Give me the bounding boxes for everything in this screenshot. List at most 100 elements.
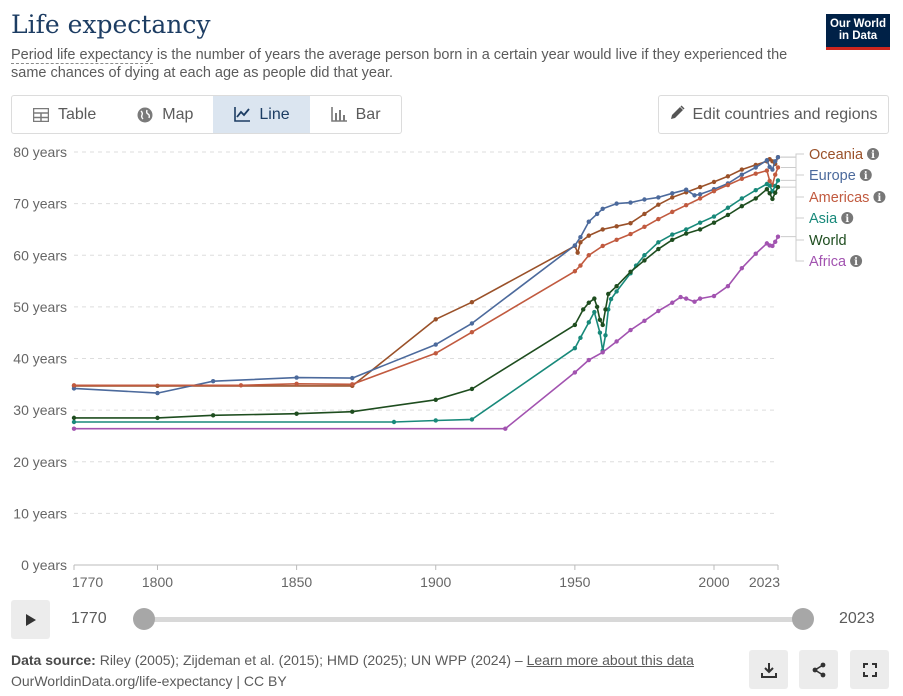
play-button[interactable]	[11, 600, 50, 639]
data-point-world	[600, 322, 605, 328]
data-point-europe	[767, 164, 772, 170]
source-label: Data source:	[11, 652, 96, 668]
timeline-start-handle[interactable]	[133, 608, 155, 630]
data-point-world	[753, 196, 758, 201]
series-line-world	[74, 186, 779, 419]
data-point-americas	[71, 383, 77, 388]
logo-line-1: Our World	[829, 18, 886, 30]
legend-label-oceania: Oceania	[809, 147, 864, 163]
legend-label-americas: Americas	[809, 190, 869, 206]
tab-bar[interactable]: Bar	[310, 96, 401, 133]
data-point-world	[433, 397, 438, 402]
x-tick-label: 1850	[281, 574, 312, 590]
data-point-americas	[586, 253, 591, 258]
legend-connector	[781, 179, 804, 219]
data-point-americas	[572, 269, 578, 274]
data-point-world	[697, 227, 703, 232]
data-point-oceania	[578, 240, 583, 245]
data-point-americas	[753, 171, 758, 176]
data-point-world	[210, 413, 216, 418]
data-point-americas	[670, 209, 675, 215]
data-point-asia	[775, 178, 781, 183]
data-point-asia	[711, 214, 717, 219]
data-point-world	[642, 258, 647, 263]
download-button[interactable]	[749, 650, 788, 689]
tab-line[interactable]: Line	[213, 96, 310, 133]
tab-map[interactable]: Map	[116, 96, 213, 133]
fullscreen-button[interactable]	[850, 650, 889, 689]
data-point-africa	[770, 243, 775, 249]
data-point-world	[683, 231, 689, 236]
data-point-world	[586, 300, 591, 305]
data-point-oceania	[656, 202, 661, 207]
y-tick-label: 10 years	[13, 505, 67, 521]
data-point-europe	[697, 192, 703, 197]
data-point-americas	[642, 224, 647, 230]
data-point-world	[469, 386, 475, 392]
info-icon-glyph: i	[878, 193, 882, 204]
table-icon	[32, 106, 50, 124]
globe-icon	[136, 106, 154, 124]
data-point-europe	[572, 243, 578, 248]
life-expectancy-chart: 0 years 10 years 20 years 30 years 40 years 5…	[13, 144, 886, 590]
data-point-americas	[614, 237, 619, 242]
data-point-world	[572, 322, 578, 328]
data-point-africa	[572, 370, 578, 375]
data-point-americas	[767, 178, 772, 184]
data-point-americas	[697, 196, 703, 201]
learn-more-link[interactable]: Learn more about this data	[526, 652, 694, 668]
data-point-americas	[711, 189, 717, 194]
data-point-asia	[683, 227, 689, 232]
data-point-world	[597, 317, 603, 322]
fullscreen-icon	[862, 662, 877, 677]
y-tick-label: 40 years	[13, 351, 67, 367]
info-icon-glyph: i	[871, 150, 875, 161]
y-tick-label: 50 years	[13, 299, 67, 315]
timeline-end-handle[interactable]	[792, 608, 814, 630]
period-life-expectancy-link[interactable]: Period life expectancy	[11, 47, 153, 64]
x-tick-label: 2023	[749, 574, 780, 590]
data-point-europe	[594, 211, 600, 217]
data-point-americas	[739, 176, 745, 182]
data-source: Data source: Riley (2005); Zijdeman et a…	[11, 652, 694, 668]
data-point-world	[770, 196, 775, 202]
data-point-europe	[656, 195, 661, 200]
data-point-world	[628, 269, 633, 274]
data-point-world	[350, 409, 355, 414]
timeline-track[interactable]	[145, 617, 803, 622]
data-point-europe	[155, 390, 160, 396]
data-point-americas	[656, 216, 661, 222]
data-point-americas	[775, 165, 781, 170]
tab-table[interactable]: Table	[12, 96, 116, 133]
share-button[interactable]	[799, 650, 838, 689]
owid-logo[interactable]: Our World in Data	[826, 14, 890, 50]
y-tick-label: 70 years	[13, 196, 67, 212]
data-point-africa	[775, 234, 781, 239]
y-tick-label: 20 years	[13, 454, 67, 470]
x-tick-label: 1950	[559, 574, 590, 590]
series-line-americas	[74, 167, 779, 387]
data-point-oceania	[614, 224, 619, 229]
data-point-asia	[767, 183, 772, 188]
data-point-asia	[572, 345, 578, 351]
data-point-asia	[642, 253, 647, 258]
timeline: 1770 2023	[11, 600, 891, 640]
data-point-americas	[600, 243, 605, 249]
legend-connector	[781, 236, 804, 262]
legend-connector	[781, 186, 804, 241]
data-point-europe	[764, 158, 770, 163]
data-point-world	[670, 237, 675, 242]
info-icon-glyph: i	[854, 257, 858, 268]
data-point-americas	[350, 382, 355, 387]
data-point-world	[725, 212, 731, 218]
pencil-icon	[670, 104, 685, 125]
data-point-asia	[608, 296, 614, 302]
bar-chart-icon	[330, 106, 348, 124]
info-icon	[859, 169, 872, 181]
edit-countries-button[interactable]: Edit countries and regions	[658, 95, 889, 134]
data-point-oceania	[469, 300, 475, 305]
data-point-europe	[600, 206, 605, 211]
data-point-africa	[711, 293, 717, 299]
play-icon	[25, 613, 36, 626]
data-point-europe	[614, 201, 619, 206]
